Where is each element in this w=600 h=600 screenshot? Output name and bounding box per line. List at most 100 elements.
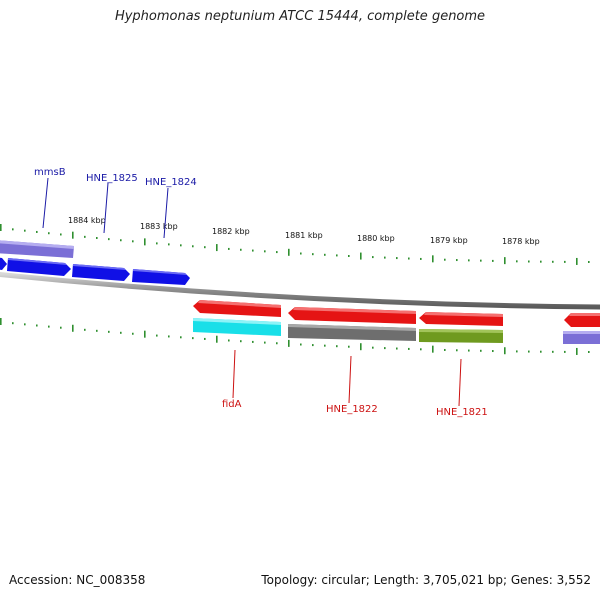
scale-label-1881: 1881 kbp bbox=[285, 231, 323, 240]
minor-tick bbox=[228, 247, 230, 250]
gene-HNE_1824[interactable] bbox=[72, 264, 130, 281]
gene-gray-block[interactable] bbox=[288, 324, 416, 341]
minor-tick bbox=[132, 240, 134, 243]
minor-tick bbox=[408, 257, 410, 260]
forward-genes bbox=[0, 240, 190, 285]
minor-tick bbox=[84, 235, 86, 238]
minor-tick bbox=[120, 331, 122, 334]
outer-scale-ticks bbox=[0, 224, 590, 265]
minor-tick bbox=[516, 260, 518, 263]
minor-tick bbox=[24, 323, 26, 326]
minor-tick bbox=[384, 256, 386, 259]
gene-fidA[interactable] bbox=[193, 318, 281, 336]
minor-tick bbox=[564, 260, 566, 263]
major-tick bbox=[288, 339, 290, 347]
minor-tick bbox=[192, 245, 194, 248]
scale-labels: 1884 kbp 1883 kbp 1882 kbp 1881 kbp 1880… bbox=[68, 216, 540, 246]
minor-tick bbox=[300, 343, 302, 346]
minor-tick bbox=[192, 337, 194, 340]
minor-tick bbox=[552, 350, 554, 353]
minor-tick bbox=[372, 256, 374, 259]
minor-tick bbox=[24, 229, 26, 232]
minor-tick bbox=[108, 238, 110, 241]
gene-HNE_1825[interactable] bbox=[7, 258, 71, 276]
genome-summary-text: Topology: circular; Length: 3,705,021 bp… bbox=[261, 573, 591, 587]
minor-tick bbox=[60, 233, 62, 236]
minor-tick bbox=[48, 232, 50, 235]
major-tick bbox=[72, 231, 74, 239]
genome-backbone bbox=[0, 271, 600, 310]
reverse-gene-labels: fidA HNE_1822 HNE_1821 bbox=[222, 349, 488, 418]
minor-tick bbox=[168, 243, 170, 246]
label-HNE_1821: HNE_1821 bbox=[436, 407, 488, 418]
major-tick bbox=[504, 347, 506, 355]
minor-tick bbox=[12, 322, 14, 325]
major-tick bbox=[216, 335, 218, 343]
minor-tick bbox=[468, 259, 470, 262]
label-mmsB: mmsB bbox=[34, 167, 66, 178]
label-fidA: fidA bbox=[222, 399, 242, 410]
gene-mmsB[interactable] bbox=[0, 240, 74, 258]
major-tick bbox=[432, 255, 434, 263]
minor-tick bbox=[444, 348, 446, 351]
minor-tick bbox=[264, 250, 266, 253]
minor-tick bbox=[240, 248, 242, 251]
major-tick bbox=[72, 324, 74, 332]
scale-label-1880: 1880 kbp bbox=[357, 234, 395, 243]
gene-red-HNE_1821[interactable] bbox=[419, 312, 503, 326]
minor-tick bbox=[588, 260, 590, 263]
minor-tick bbox=[540, 260, 542, 263]
accession-text: Accession: NC_008358 bbox=[9, 573, 146, 587]
forward-gene-labels: mmsB HNE_1825 HNE_1824 bbox=[34, 167, 197, 239]
minor-tick bbox=[276, 251, 278, 254]
minor-tick bbox=[156, 334, 158, 337]
scale-label-1879: 1879 kbp bbox=[430, 236, 468, 245]
gene-arrow-blue-0[interactable] bbox=[0, 257, 7, 270]
minor-tick bbox=[300, 252, 302, 255]
minor-tick bbox=[96, 329, 98, 332]
scale-label-1883: 1883 kbp bbox=[140, 222, 178, 231]
minor-tick bbox=[240, 340, 242, 343]
gene-purple-right[interactable] bbox=[563, 331, 600, 344]
minor-tick bbox=[180, 244, 182, 247]
major-tick bbox=[576, 347, 578, 355]
gene-olive-block[interactable] bbox=[419, 329, 503, 343]
label-HNE_1825: HNE_1825 bbox=[86, 173, 138, 184]
minor-tick bbox=[396, 347, 398, 350]
major-tick bbox=[216, 244, 218, 252]
major-tick bbox=[432, 345, 434, 353]
minor-tick bbox=[276, 342, 278, 345]
scale-label-1878: 1878 kbp bbox=[502, 237, 540, 246]
minor-tick bbox=[336, 345, 338, 348]
gene-red-right[interactable] bbox=[564, 313, 600, 327]
gene-blue-arrow-3[interactable] bbox=[132, 269, 190, 285]
minor-tick bbox=[336, 254, 338, 257]
major-tick bbox=[504, 257, 506, 265]
minor-tick bbox=[444, 258, 446, 261]
scale-label-1882: 1882 kbp bbox=[212, 227, 250, 236]
minor-tick bbox=[516, 350, 518, 353]
minor-tick bbox=[48, 325, 50, 328]
minor-tick bbox=[480, 349, 482, 352]
gene-red-HNE_1822[interactable] bbox=[288, 307, 416, 324]
label-HNE_1822: HNE_1822 bbox=[326, 404, 378, 415]
minor-tick bbox=[528, 350, 530, 353]
major-tick bbox=[0, 224, 2, 231]
minor-tick bbox=[480, 259, 482, 262]
minor-tick bbox=[348, 255, 350, 258]
minor-tick bbox=[132, 332, 134, 335]
minor-tick bbox=[324, 253, 326, 256]
minor-tick bbox=[420, 257, 422, 260]
minor-tick bbox=[84, 328, 86, 331]
minor-tick bbox=[456, 349, 458, 352]
major-tick bbox=[360, 343, 362, 351]
minor-tick bbox=[384, 347, 386, 350]
minor-tick bbox=[96, 237, 98, 240]
minor-tick bbox=[168, 335, 170, 338]
minor-tick bbox=[396, 257, 398, 260]
minor-tick bbox=[264, 341, 266, 344]
minor-tick bbox=[324, 344, 326, 347]
gene-red-1[interactable] bbox=[193, 300, 281, 317]
minor-tick bbox=[492, 350, 494, 353]
